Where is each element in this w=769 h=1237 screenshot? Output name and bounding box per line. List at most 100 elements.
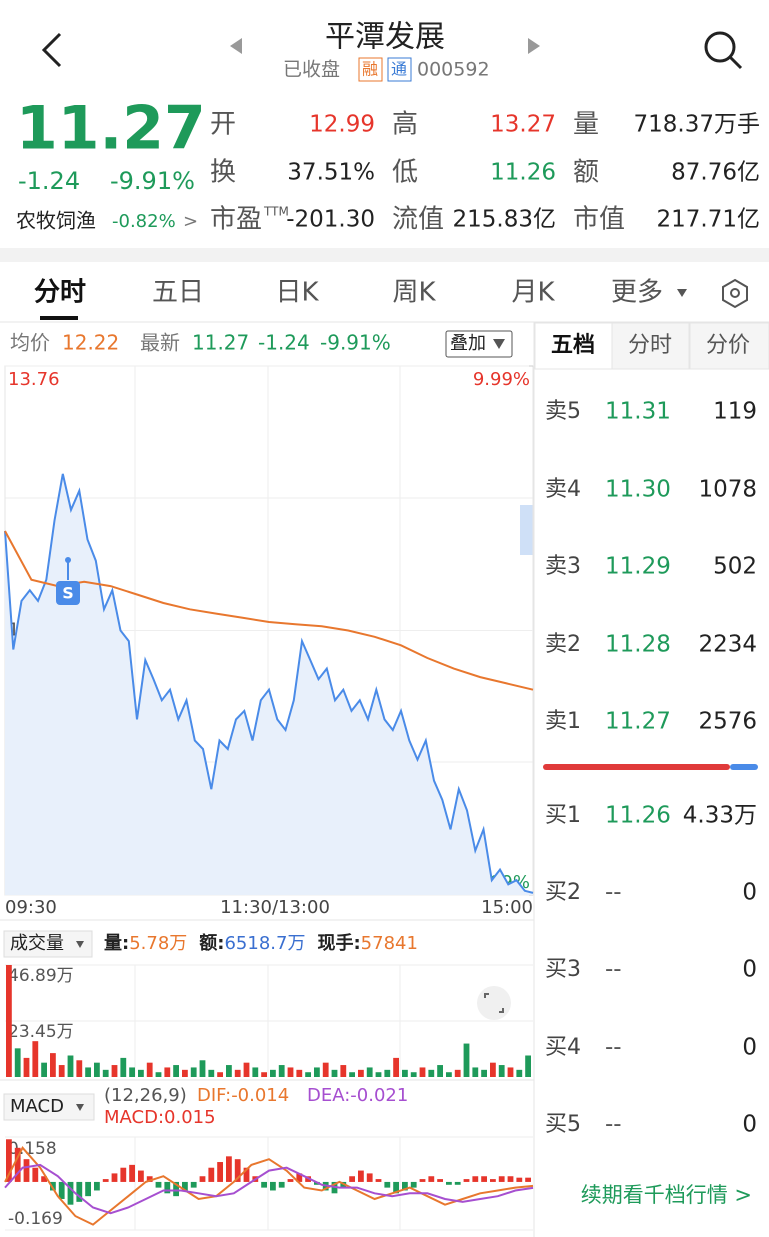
macd-bar [226, 1156, 232, 1182]
volume-bar [182, 1069, 188, 1077]
volume-bar [243, 1062, 250, 1077]
volume-header: 6518.7万 [224, 933, 305, 954]
search-button[interactable] [704, 31, 743, 70]
tab[interactable]: 日K [275, 278, 319, 308]
macd-bar [41, 1176, 47, 1182]
sector[interactable]: 农牧饲渔 [16, 209, 96, 233]
volume-bar [525, 1055, 531, 1077]
tab[interactable]: 周K [392, 278, 436, 308]
avg-line [4, 530, 534, 691]
volume-bar [402, 1069, 408, 1077]
book-label: 卖2 [545, 632, 581, 657]
expand-icon [484, 993, 504, 1013]
side-tab[interactable] [520, 505, 533, 555]
macd-bar [428, 1176, 435, 1182]
settings-button[interactable] [722, 278, 748, 309]
tab[interactable]: 更多 [611, 278, 663, 308]
book-tab-bg[interactable] [534, 322, 613, 370]
volume-bar [14, 1048, 21, 1077]
macd-bar [296, 1173, 303, 1182]
field-label: 额 [573, 158, 599, 188]
volume-header: 量: [104, 932, 129, 954]
volume-bar [226, 1065, 232, 1077]
volume-box[interactable] [3, 930, 93, 958]
volume-bar [349, 1072, 355, 1077]
badge-box [387, 57, 412, 82]
book-volume: 502 [713, 554, 757, 580]
book-label: 买3 [545, 957, 581, 982]
field-value: 215.83亿 [453, 207, 556, 233]
overlay-label: 叠加 [450, 333, 486, 354]
tab[interactable]: 月K [511, 278, 555, 308]
volume-bar [490, 1062, 496, 1077]
book-tab-bg[interactable] [689, 322, 769, 370]
book-tab-bg[interactable] [611, 322, 690, 370]
macd-line [4, 1146, 534, 1226]
x-tick-label: 09:30 [5, 897, 57, 918]
book-volume: 0 [742, 957, 757, 983]
volume-bar [23, 1057, 30, 1077]
book-tab[interactable]: 分价 [706, 333, 750, 358]
status: 已收盘 [283, 59, 340, 81]
y-tick-label: -0.169 [8, 1209, 63, 1229]
tab[interactable]: 分时 [34, 278, 86, 308]
volume-bar [67, 1055, 74, 1077]
macd-bar [375, 1179, 382, 1182]
macd-bar [402, 1181, 408, 1191]
book-label: 卖5 [545, 399, 581, 424]
macd-bar [525, 1177, 531, 1182]
macd-bar [14, 1147, 21, 1182]
avg-label: 均价 [10, 331, 50, 355]
field-label: 低 [392, 158, 418, 188]
macd-bar [270, 1181, 276, 1191]
book-tab[interactable]: 分时 [628, 333, 672, 358]
macd-dif: DIF:-0.014 [197, 1085, 289, 1106]
price-area [5, 473, 533, 895]
book-price: 11.27 [605, 709, 671, 735]
volume-bar [305, 1072, 311, 1077]
volume-bar [252, 1067, 259, 1077]
field-label: 流值 [392, 205, 444, 235]
volume-bar [164, 1067, 171, 1077]
macd-bar [164, 1181, 171, 1194]
macd-bar [366, 1173, 373, 1182]
expand-button[interactable] [477, 986, 511, 1020]
macd-bar [6, 1139, 12, 1182]
book-label: 买2 [545, 880, 581, 905]
book-price: 11.29 [605, 554, 671, 580]
next-stock[interactable] [528, 38, 540, 54]
field-sup: TTM [263, 205, 289, 219]
macd-bar [472, 1176, 479, 1182]
macd-bar [23, 1159, 30, 1182]
volume-bar [410, 1072, 417, 1077]
book-more[interactable]: 续期看千档行情 > [581, 1183, 752, 1207]
macd-bar [243, 1167, 250, 1182]
field-value: 11.26 [490, 160, 556, 186]
volume-bar [58, 1065, 65, 1077]
tab[interactable]: 五日 [152, 278, 204, 308]
macd-bar [278, 1181, 285, 1188]
avg-value: 12.22 [62, 331, 119, 355]
y-tick-label: 23.45万 [8, 1022, 74, 1042]
sector-pct: -0.82% [112, 211, 176, 232]
macd-bar [454, 1181, 461, 1185]
book-volume: 0 [742, 880, 757, 906]
macd-bar [129, 1164, 135, 1182]
book-price: -- [605, 880, 622, 906]
x-tick-label: 15:00 [481, 897, 533, 918]
volume-bar [155, 1072, 162, 1077]
prev-stock[interactable] [230, 38, 242, 54]
volume-bar [199, 1060, 206, 1077]
volume-bar [32, 1041, 39, 1077]
buy-ratio [730, 764, 758, 770]
book-tab[interactable]: 五档 [551, 333, 595, 358]
volume-bar [120, 1057, 127, 1077]
macd-bar [111, 1173, 118, 1182]
back-button[interactable] [41, 32, 62, 68]
macd-bar [463, 1179, 470, 1182]
volume-bar [111, 1065, 118, 1077]
overlay-button[interactable] [445, 330, 513, 358]
macd-bar [349, 1176, 355, 1182]
volume-bar [234, 1069, 241, 1077]
